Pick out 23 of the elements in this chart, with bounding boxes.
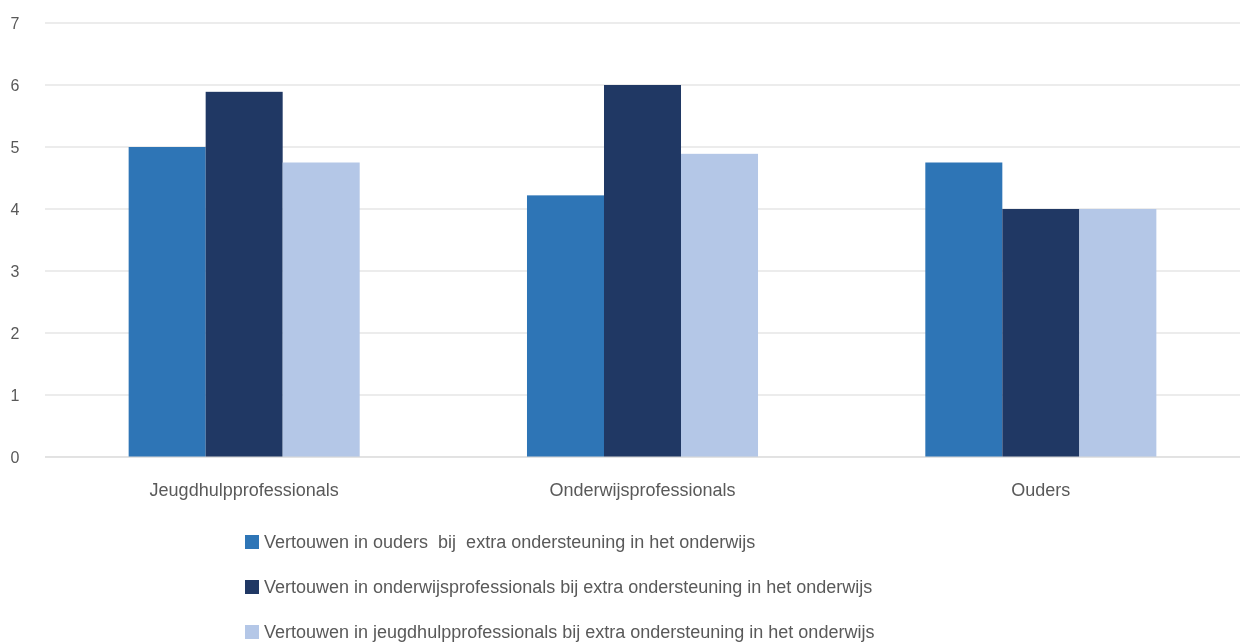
y-tick-label: 1 [10,386,20,404]
y-tick-label: 7 [10,14,20,32]
bar [1079,209,1157,457]
y-tick-label: 3 [10,262,20,280]
legend-label: Vertouwen in onderwijsprofessionals bij extra ondersteuning in het onderwijs [264,577,873,598]
x-tick-label: Onderwijsprofessionals [549,480,736,501]
bar [205,91,283,457]
legend-label: Vertouwen in jeugdhulpprofessionals bij extra ondersteuning in het onderwijs [264,622,875,643]
y-tick-label: 5 [10,138,20,156]
bar [526,195,604,457]
bar [603,85,682,457]
y-tick-label: 0 [10,448,20,466]
x-tick-label: Ouders [1011,480,1071,501]
x-tick-label: Jeugdhulpprofessionals [149,480,339,501]
bar [681,153,759,457]
bar [282,162,360,457]
legend-label: Vertouwen in ouders bij extra ondersteuning in het onderwijs [264,532,756,553]
bar [925,162,1003,457]
y-tick-label: 4 [10,200,20,218]
y-tick-label: 6 [10,76,20,94]
bar [128,147,206,457]
y-tick-label: 2 [10,324,20,342]
bar [1002,209,1080,457]
